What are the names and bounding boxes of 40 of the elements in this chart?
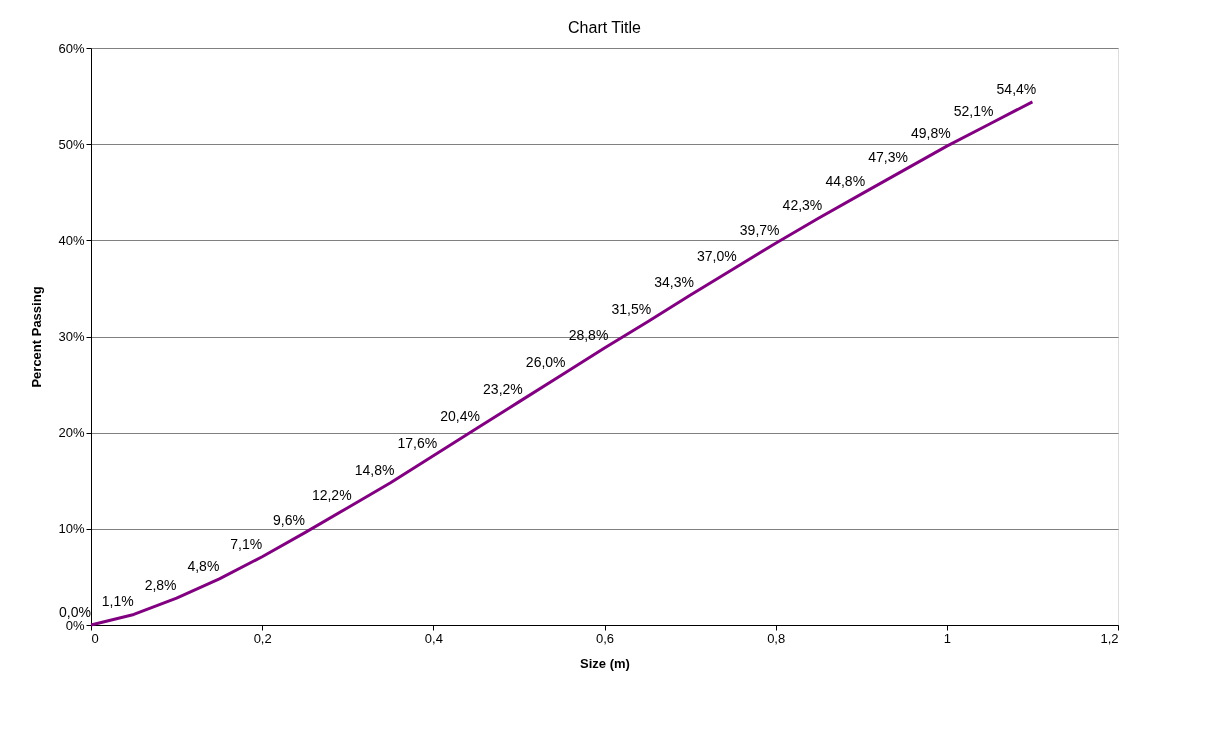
data-label: 14,8% (354, 461, 395, 478)
x-tick-label: 1 (943, 630, 951, 646)
data-label: 1,1% (101, 593, 134, 610)
chart-title: Chart Title (568, 19, 642, 36)
data-label: 54,4% (996, 80, 1037, 97)
data-label: 0,0% (59, 604, 91, 620)
y-axis-title: Percent Passing (29, 286, 45, 388)
data-label: 12,2% (311, 486, 352, 503)
y-tick-label: 40% (58, 232, 85, 248)
data-label: 4,8% (187, 557, 220, 574)
data-label: 49,8% (910, 125, 951, 142)
data-label: 31,5% (611, 301, 652, 318)
line-series (89, 100, 1034, 627)
data-label: 37,0% (697, 248, 737, 265)
x-tick-label: 0,2 (253, 630, 272, 646)
data-label: 23,2% (483, 380, 523, 397)
data-label: 2,8% (144, 577, 177, 594)
data-label: 17,6% (397, 434, 438, 451)
y-tick-label: 10% (58, 521, 85, 537)
y-tick-label: 20% (58, 425, 85, 441)
x-tick-label: 1,2 (1100, 630, 1119, 646)
data-label: 39,7% (739, 222, 780, 239)
x-tick-label: 0,6 (595, 630, 615, 646)
y-tick-label: 30% (58, 329, 85, 344)
data-label: 28,8% (568, 327, 609, 344)
data-label: 52,1% (953, 102, 994, 119)
x-axis-title: Size (m) (580, 655, 630, 671)
data-label: 42,3% (782, 197, 823, 214)
data-label: 9,6% (273, 511, 305, 528)
data-label: 26,0% (525, 353, 566, 370)
data-label: 44,8% (825, 173, 866, 190)
data-label: 20,4% (440, 407, 480, 424)
y-tick-label: 60% (58, 40, 85, 56)
data-label: 47,3% (868, 149, 908, 166)
data-label: 34,3% (654, 274, 694, 291)
data-label: 7,1% (230, 535, 263, 552)
x-tick-label: 0 (91, 630, 99, 646)
y-tick-label: 50% (58, 136, 85, 152)
x-tick-label: 0,4 (424, 630, 443, 646)
x-tick-label: 0,8 (767, 630, 786, 646)
